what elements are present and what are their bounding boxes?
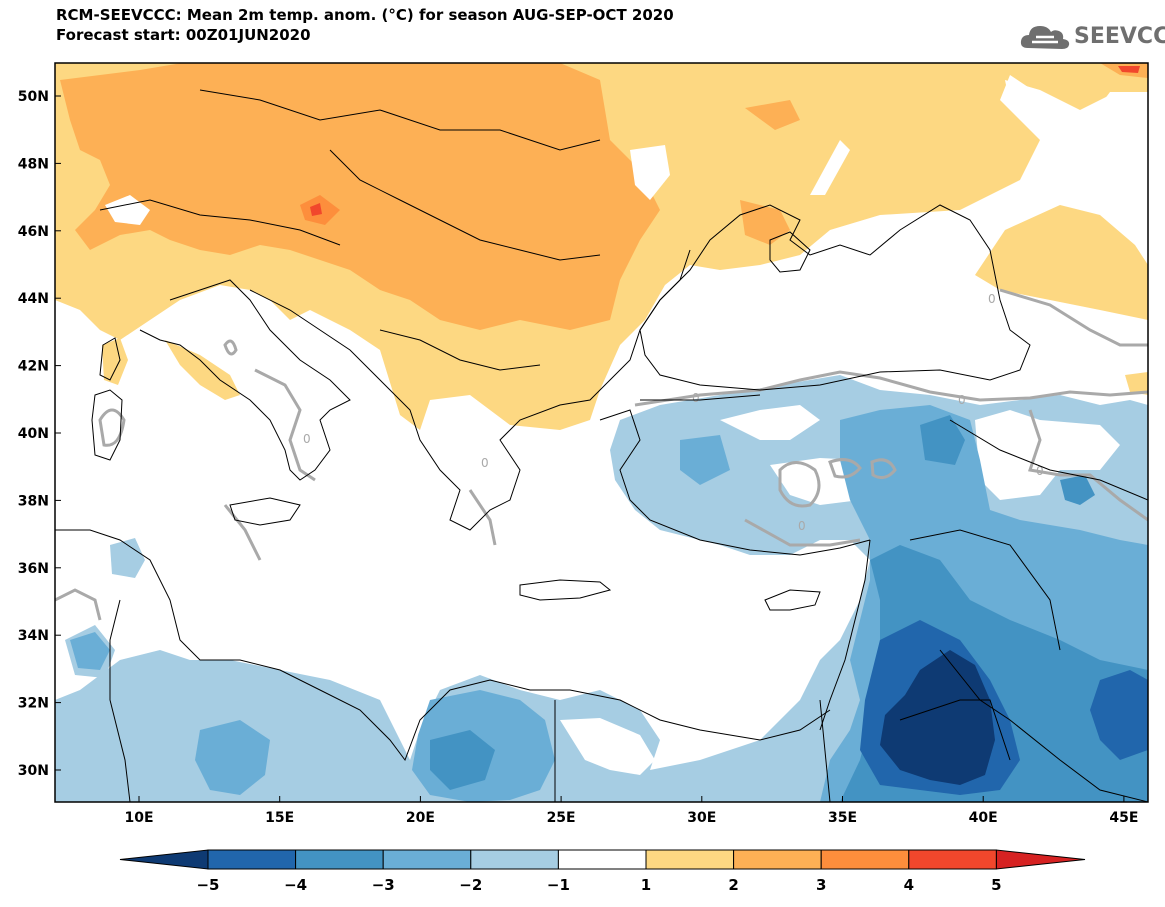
logo-text: SEEVCCC <box>1074 24 1165 49</box>
warm-anomaly-region-2 <box>60 63 660 330</box>
longitude-label: 30E <box>687 810 716 826</box>
colorbar-segment <box>382 849 472 870</box>
warm-anomaly-italy <box>165 340 240 400</box>
longitude-label: 10E <box>124 810 153 826</box>
contour-label: 0 <box>481 456 489 470</box>
longitude-label: 45E <box>1109 810 1138 826</box>
neutral-patch-anatolia-c <box>975 410 1120 500</box>
longitude-axis: 10E 15E 20E 25E 30E 35E 40E 45E <box>124 796 1138 826</box>
seevccc-logo: SEEVCCC <box>1018 18 1165 58</box>
colorbar-label: 4 <box>904 876 914 894</box>
cold-anomaly-region-4b <box>1090 670 1148 760</box>
colorbar-label: −4 <box>284 876 307 894</box>
cold-anomaly-region-5 <box>880 650 995 785</box>
colorbar-label: 3 <box>816 876 826 894</box>
contour-label: 0 <box>1036 464 1044 478</box>
contour-label: 0 <box>958 393 966 407</box>
longitude-label: 25E <box>547 810 576 826</box>
warm-anomaly-region-4b <box>1118 66 1140 73</box>
cloud-icon <box>1020 26 1070 49</box>
latitude-label: 44N <box>18 291 49 307</box>
colorbar-label: −1 <box>547 876 570 894</box>
coastlines <box>55 89 1148 802</box>
zero-contours <box>55 288 1148 621</box>
latitude-label: 34N <box>18 628 49 644</box>
contour-label: 0 <box>303 432 311 446</box>
colorbar-min-triangle <box>119 849 209 870</box>
latitude-label: 50N <box>18 89 49 105</box>
latitude-label: 42N <box>18 359 49 375</box>
latitude-label: 40N <box>18 426 49 442</box>
contour-label: 0 <box>692 391 700 405</box>
warm-anomaly-region-2d <box>745 100 800 130</box>
warm-anomaly-turkey-ne <box>1125 372 1148 395</box>
colorbar-segment <box>908 849 997 870</box>
neutral-patch-egypt <box>560 718 655 775</box>
contour-label: 0 <box>988 292 996 306</box>
latitude-axis: 50N 48N 46N 44N 42N 40N 38N 36N 34N 32N 30N <box>18 89 61 779</box>
colorbar-label: −5 <box>196 876 219 894</box>
latitude-label: 46N <box>18 224 49 240</box>
colorbar-max-triangle <box>995 849 1086 870</box>
warm-anomaly-region-4 <box>310 203 322 216</box>
colorbar-label: −2 <box>459 876 482 894</box>
warm-anomaly-region-east <box>975 205 1148 320</box>
cold-anomaly-region-2e <box>70 632 110 670</box>
cold-anomaly-region-1b <box>110 538 145 578</box>
colorbar-label: 1 <box>641 876 651 894</box>
cold-anomaly-region-3d <box>1060 475 1095 505</box>
forecast-start-subtitle: Forecast start: 00Z01JUN2020 <box>56 26 311 44</box>
colorbar-label: −3 <box>372 876 395 894</box>
cold-anomaly-region-3c <box>430 730 495 790</box>
longitude-label: 35E <box>828 810 857 826</box>
colorbar-segment <box>645 849 735 870</box>
colorbar-segment <box>820 849 910 870</box>
colorbar: −5 −4 −3 −2 −1 1 2 3 4 5 <box>119 849 1086 894</box>
longitude-label: 20E <box>406 810 435 826</box>
latitude-label: 36N <box>18 561 49 577</box>
latitude-label: 32N <box>18 696 49 712</box>
map-title: RCM-SEEVCCC: Mean 2m temp. anom. (°C) fo… <box>56 6 674 24</box>
cold-anomaly-region-3b <box>920 415 965 465</box>
colorbar-segment <box>470 849 559 870</box>
colorbar-segment <box>295 849 384 870</box>
longitude-label: 15E <box>265 810 294 826</box>
anomaly-fields: 0 0 0 0 0 0 0 <box>55 63 1148 802</box>
colorbar-segment <box>733 849 822 870</box>
neutral-patch-anatolia <box>720 405 820 440</box>
colorbar-segment <box>207 849 297 870</box>
latitude-label: 48N <box>18 156 49 172</box>
neutral-patch-russia <box>1005 80 1110 120</box>
cold-anomaly-region-2c <box>195 720 270 795</box>
latitude-label: 38N <box>18 493 49 509</box>
warm-anomaly-corsica <box>102 338 128 385</box>
longitude-label: 40E <box>969 810 998 826</box>
colorbar-segment <box>557 849 647 870</box>
neutral-patch-ukraine <box>630 145 670 200</box>
contour-label: 0 <box>798 519 806 533</box>
colorbar-label: 5 <box>991 876 1001 894</box>
neutral-streak <box>810 140 850 195</box>
cold-anomaly-region-2d <box>680 435 730 485</box>
colorbar-label: 2 <box>728 876 738 894</box>
latitude-label: 30N <box>18 763 49 779</box>
